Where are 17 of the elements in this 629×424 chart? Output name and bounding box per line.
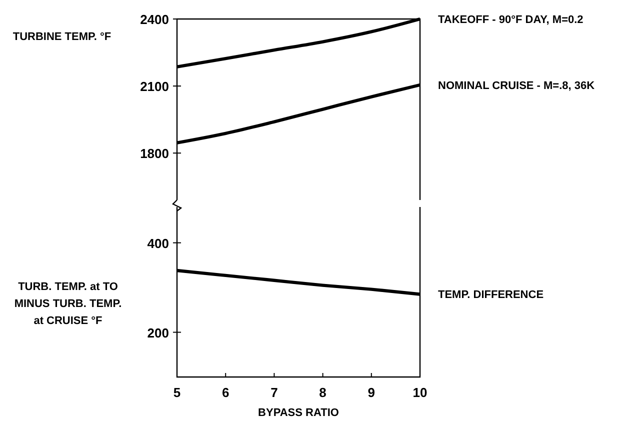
y-tick-label: 200 (147, 325, 169, 340)
y-axis-title: TURBINE TEMP. °F (12, 31, 112, 43)
y-tick-label: 400 (147, 236, 169, 251)
x-tick-label: 7 (270, 385, 278, 400)
y-tick-label: 2100 (140, 79, 169, 94)
y-tick-label: 2400 (140, 12, 169, 27)
series-label: TEMP. DIFFERENCE (438, 289, 544, 302)
y-tick-label: 1800 (140, 146, 169, 162)
x-tick-label: 5 (173, 385, 181, 400)
y-axis-title: TURB. TEMP. at TO MINUS TURB. TEMP. at CRUISE °F (14, 281, 122, 327)
series-label: TAKEOFF - 90°F DAY, M=0.2 (438, 14, 584, 26)
x-axis-title: BYPASS RATIO (258, 407, 340, 419)
x-tick-label: 9 (368, 385, 376, 400)
x-tick-label: 6 (222, 385, 230, 400)
x-tick-label: 8 (319, 385, 326, 400)
x-tick-label: 10 (412, 385, 428, 400)
series-label: NOMINAL CRUISE - M=.8, 36K (438, 80, 595, 92)
